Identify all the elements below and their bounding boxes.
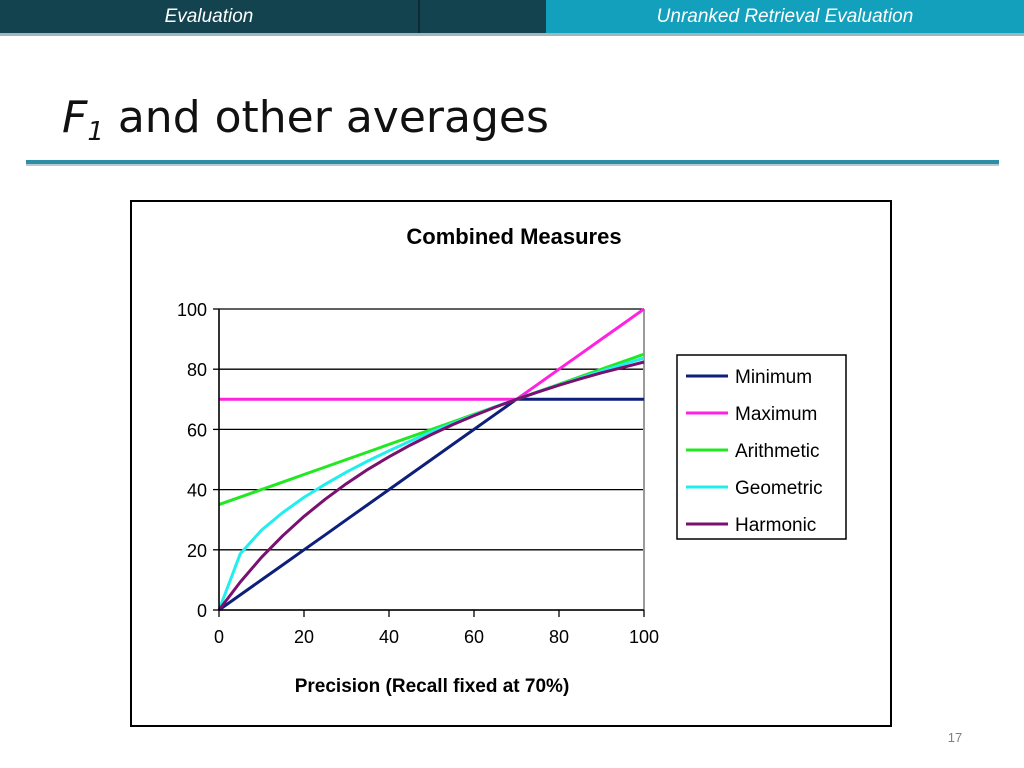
combined-measures-chart: Combined Measures 0 20 40 60 80 100 0 20 40 60 80 1… [177,224,847,697]
legend: Minimum Maximum Arithmetic Geometric Harmoni… [676,354,847,540]
legend-label-arithmetic: Arithmetic [735,441,819,462]
series-line-harmonic [217,360,645,611]
title-rule-shadow [26,164,999,166]
series-line-geometric [217,356,645,611]
y-tick-label: 80 [187,360,207,380]
title-rule [26,160,999,164]
title-text: and other averages [103,92,549,143]
x-tick-label: 40 [379,627,399,647]
y-tick-label: 0 [197,601,207,621]
x-tick-label: 80 [549,627,569,647]
x-tick-label: 100 [629,627,659,647]
legend-label-geometric: Geometric [735,478,823,499]
header-separator [418,0,420,33]
series-line-maximum [219,307,645,401]
legend-box [676,354,847,540]
y-tick-label: 40 [187,481,207,501]
legend-label-harmonic: Harmonic [735,515,816,536]
x-axis-label: Precision (Recall fixed at 70%) [295,676,570,697]
x-tick-label: 0 [214,627,224,647]
header-section-label: Evaluation [0,0,418,33]
legend-label-maximum: Maximum [735,404,817,425]
slide-title: F1 and other averages [62,92,549,147]
header-underline [0,33,1024,36]
page-number: 17 [947,730,963,745]
y-tick-label: 60 [187,420,207,440]
y-tick-label: 100 [177,300,207,320]
header-spacer [420,0,546,33]
series-line-minimum [218,397,644,612]
legend-label-minimum: Minimum [735,367,812,388]
y-tick-label: 20 [187,541,207,561]
title-subscript: 1 [87,117,104,147]
x-tick-label: 20 [294,627,314,647]
title-symbol: F [62,92,88,143]
header-topic-label: Unranked Retrieval Evaluation [546,0,1024,33]
chart-frame: Combined Measures 0 20 40 60 80 100 0 20 40 60 80 1… [130,200,892,727]
chart-title: Combined Measures [406,224,621,249]
header-bar: Evaluation Unranked Retrieval Evaluation [0,0,1024,33]
x-tick-label: 60 [464,627,484,647]
